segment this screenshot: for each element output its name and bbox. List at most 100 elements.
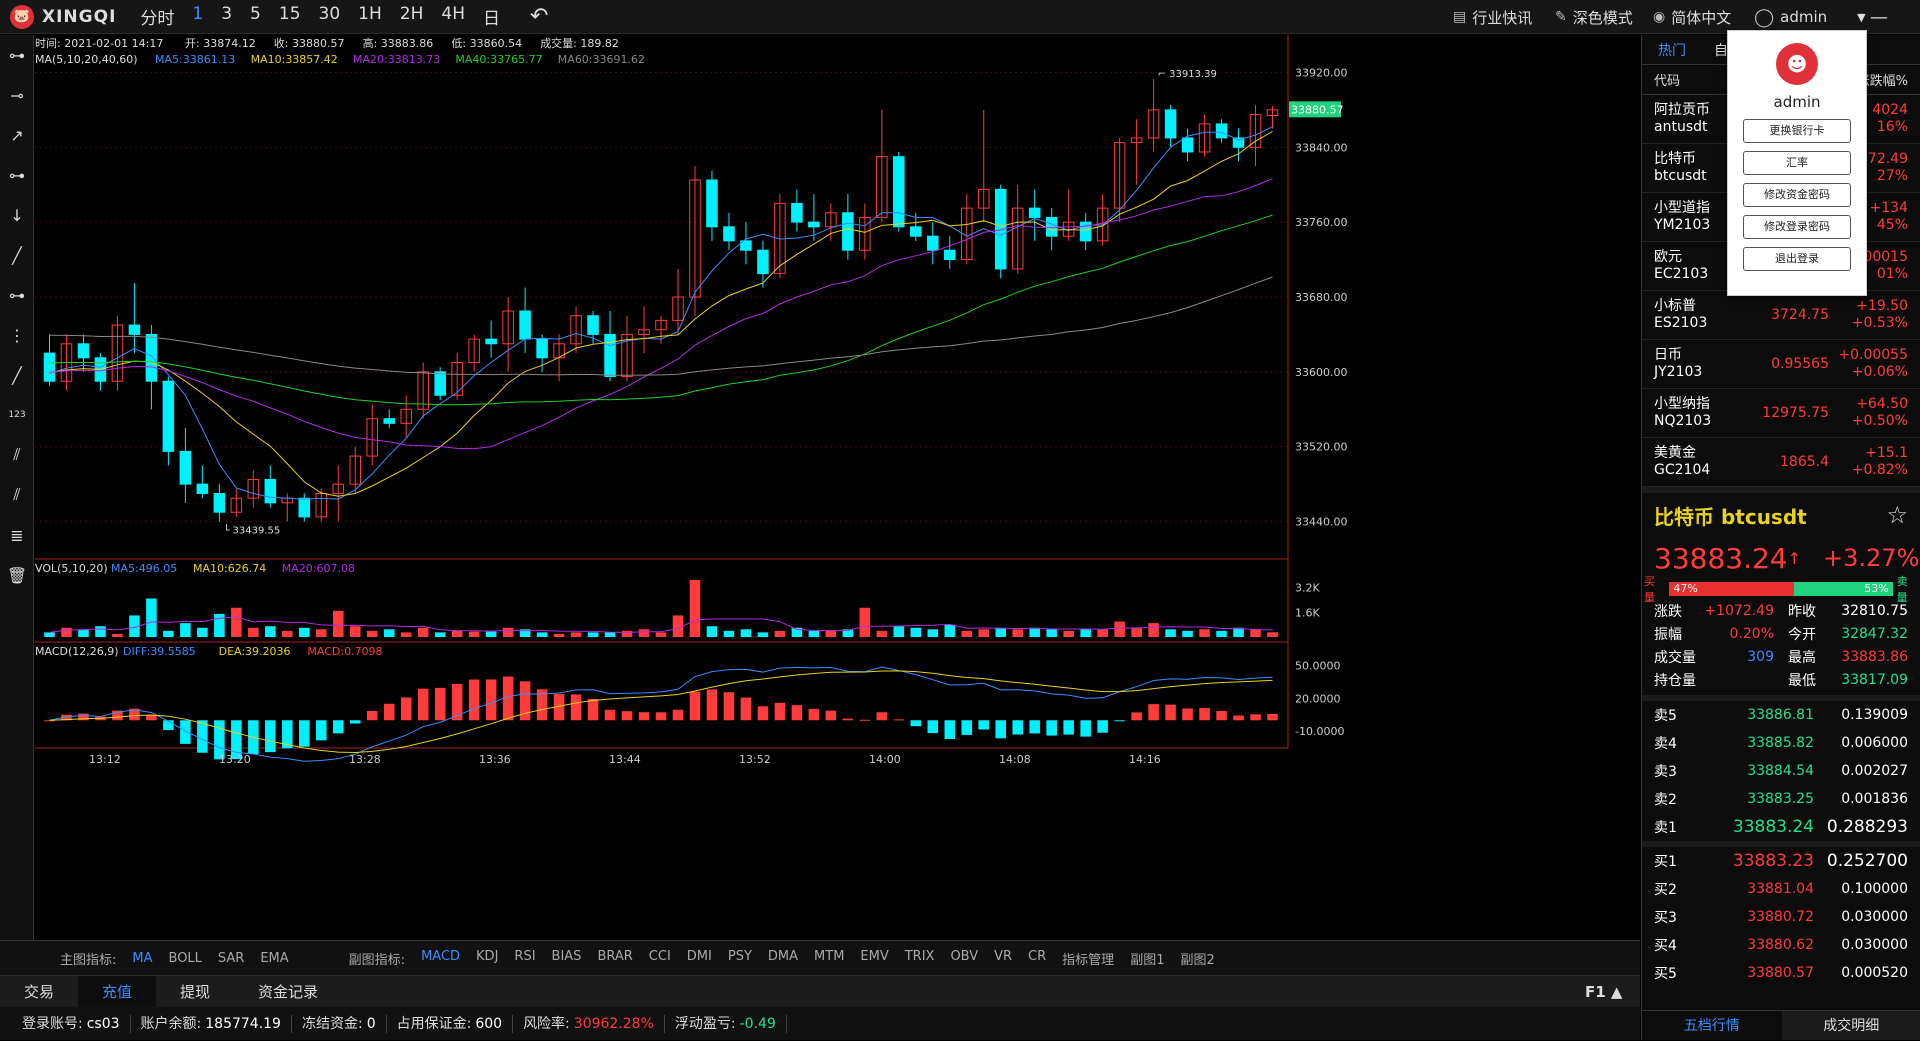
period-3[interactable]: 5	[250, 4, 261, 29]
drawing-tool-7-icon[interactable]: ⋮	[0, 315, 34, 355]
sub-indicator-9[interactable]: MTM	[814, 949, 844, 968]
tab-hot[interactable]: 热门	[1658, 40, 1686, 60]
back-icon[interactable]: ↶	[530, 4, 548, 29]
drawing-tool-12-icon[interactable]: ≣	[0, 515, 34, 555]
sub-indicator-0[interactable]: MACD	[421, 949, 460, 968]
tab-order-book[interactable]: 五档行情	[1642, 1011, 1782, 1040]
bottom-tab-2[interactable]: 提现	[156, 976, 234, 1008]
volume-bar	[163, 631, 174, 637]
popup-button-0[interactable]: 更换银行卡	[1743, 119, 1851, 143]
book-price: 33883.23	[1704, 851, 1814, 871]
drawing-tool-8-icon[interactable]: ╱	[0, 355, 34, 395]
popup-button-1[interactable]: 汇率	[1743, 151, 1851, 175]
drawing-tool-11-icon[interactable]: ⫽	[0, 475, 34, 515]
time-tick: 13:20	[219, 753, 251, 766]
drawing-tool-3-icon[interactable]: ⊶	[0, 155, 34, 195]
book-volume: 0.252700	[1814, 851, 1908, 871]
period-7[interactable]: 2H	[400, 4, 424, 29]
period-2[interactable]: 3	[221, 4, 232, 29]
popup-button-2[interactable]: 修改资金密码	[1743, 183, 1851, 207]
book-price: 33884.54	[1704, 763, 1814, 779]
main-indicator-ma[interactable]: MA	[132, 951, 152, 966]
drawing-tool-0-icon[interactable]: ⊶	[0, 35, 34, 75]
sub-indicator-6[interactable]: DMI	[687, 949, 712, 968]
news-button[interactable]: ▤行业快讯	[1453, 0, 1532, 34]
drawing-tool-6-icon[interactable]: ⊶	[0, 275, 34, 315]
bottom-tab-1[interactable]: 充值	[78, 976, 156, 1008]
tab-custom[interactable]: 自	[1714, 40, 1728, 60]
drawing-tool-13-icon[interactable]: 🗑	[0, 555, 34, 595]
sub-indicator-16[interactable]: 副图1	[1130, 949, 1164, 968]
drawing-tool-5-icon[interactable]: ╱	[0, 235, 34, 275]
volume-bar	[248, 628, 259, 637]
period-6[interactable]: 1H	[358, 4, 382, 29]
popup-button-3[interactable]: 修改登录密码	[1743, 215, 1851, 239]
minimize-button[interactable]: —	[1870, 0, 1888, 34]
sub-indicator-11[interactable]: TRIX	[905, 949, 935, 968]
market-name: 小标普	[1654, 298, 1749, 315]
drawing-tool-10-icon[interactable]: ⫽	[0, 435, 34, 475]
main-indicator-boll[interactable]: BOLL	[169, 951, 202, 966]
period-4[interactable]: 15	[279, 4, 301, 29]
main-indicator-ema[interactable]: EMA	[260, 951, 288, 966]
volume-bar	[877, 631, 888, 637]
sub-indicator-2[interactable]: RSI	[514, 949, 535, 968]
sub-indicator-17[interactable]: 副图2	[1180, 949, 1214, 968]
period-1[interactable]: 1	[192, 4, 203, 29]
book-volume: 0.030000	[1814, 937, 1908, 953]
market-name: 日币	[1654, 347, 1749, 364]
sub-indicator-14[interactable]: CR	[1028, 949, 1046, 968]
period-5[interactable]: 30	[319, 4, 341, 29]
volume-bar	[231, 608, 242, 637]
macd-bar	[299, 720, 310, 746]
stat-value: +1072.49	[1704, 603, 1774, 619]
sub-indicator-4[interactable]: BRAR	[597, 949, 632, 968]
price-tick: 33840.00	[1295, 141, 1348, 154]
sub-indicator-8[interactable]: DMA	[768, 949, 798, 968]
macd-bar	[1046, 720, 1057, 735]
macd-bar	[469, 679, 480, 720]
tab-trades[interactable]: 成交明细	[1782, 1011, 1920, 1040]
big-price: 33883.24	[1654, 542, 1788, 575]
macd-bar	[588, 699, 599, 720]
sub-indicator-5[interactable]: CCI	[649, 949, 671, 968]
macd-tick: 50.0000	[1295, 659, 1341, 672]
sub-indicator-13[interactable]: VR	[994, 949, 1012, 968]
market-name: 小型纳指	[1654, 396, 1749, 413]
language-button[interactable]: ◉简体中文	[1653, 0, 1731, 34]
sub-indicator-12[interactable]: OBV	[950, 949, 978, 968]
theme-button[interactable]: ✎深色模式	[1555, 0, 1633, 34]
drawing-tool-4-icon[interactable]: ↓	[0, 195, 34, 235]
drawing-tool-9-icon[interactable]: 123	[0, 395, 34, 435]
user-menu[interactable]: ◯admin▼	[1754, 0, 1866, 34]
macd-bar	[367, 711, 378, 720]
popup-button-4[interactable]: 退出登录	[1743, 247, 1851, 271]
main-indicator-label: 主图指标:	[60, 949, 116, 968]
period-9[interactable]: 日	[483, 4, 500, 29]
drawing-tool-2-icon[interactable]: ↗	[0, 115, 34, 155]
bottom-tab-0[interactable]: 交易	[0, 976, 78, 1008]
period-0[interactable]: 分时	[140, 4, 174, 29]
sub-indicator-15[interactable]: 指标管理	[1062, 949, 1114, 968]
sub-indicator-1[interactable]: KDJ	[476, 949, 498, 968]
star-icon[interactable]: ☆	[1886, 501, 1908, 529]
drawing-tool-1-icon[interactable]: ⊸	[0, 75, 34, 115]
sub-indicator-10[interactable]: EMV	[860, 949, 888, 968]
candle-body	[588, 316, 599, 335]
sub-indicator-3[interactable]: BIAS	[552, 949, 582, 968]
main-indicator-sar[interactable]: SAR	[218, 951, 244, 966]
sub-indicator-7[interactable]: PSY	[728, 949, 752, 968]
stat-value: 32847.32	[1838, 626, 1908, 642]
stat-key: 今开	[1788, 624, 1838, 644]
bottom-tab-3[interactable]: 资金记录	[234, 976, 342, 1008]
period-8[interactable]: 4H	[441, 4, 465, 29]
stat-key: 最低	[1788, 670, 1838, 690]
f1-toggle[interactable]: F1 ▲	[1585, 983, 1622, 1001]
